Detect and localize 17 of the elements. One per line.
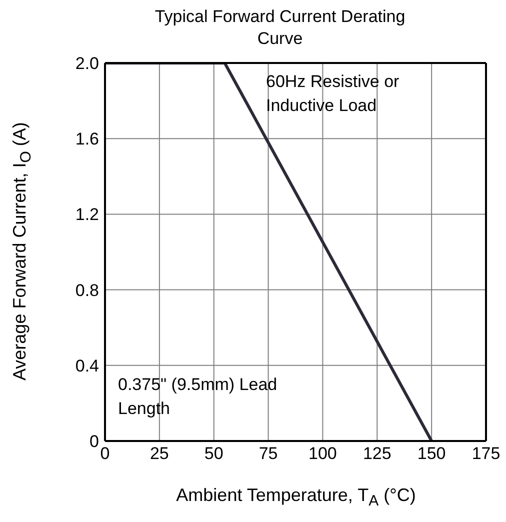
- x-tick-label: 50: [204, 444, 224, 464]
- y-tick-label: 0.4: [75, 356, 99, 376]
- x-tick-label: 25: [150, 444, 169, 464]
- y-tick-label: 0: [90, 432, 99, 452]
- annotation: 0.375" (9.5mm) Lead Length: [118, 374, 278, 420]
- y-tick-label: 1.2: [75, 205, 99, 224]
- x-tick-label: 75: [258, 444, 278, 464]
- annotation: 60Hz Resistive or Inductive Load: [266, 71, 400, 117]
- y-tick-label: 0.8: [75, 280, 99, 300]
- x-tick-label: 150: [417, 444, 446, 464]
- y-tick-label: 2.0: [75, 54, 99, 74]
- chart-title: Typical Forward Current Derating Curve: [154, 6, 406, 50]
- x-axis-title: Ambient Temperature, T$_{A}$ (°C): [175, 485, 417, 510]
- x-tick-label: 175: [472, 444, 500, 464]
- x-tick-label: 125: [362, 444, 392, 464]
- y-tick-label: 1.6: [75, 130, 99, 149]
- x-tick-label: 100: [308, 444, 337, 464]
